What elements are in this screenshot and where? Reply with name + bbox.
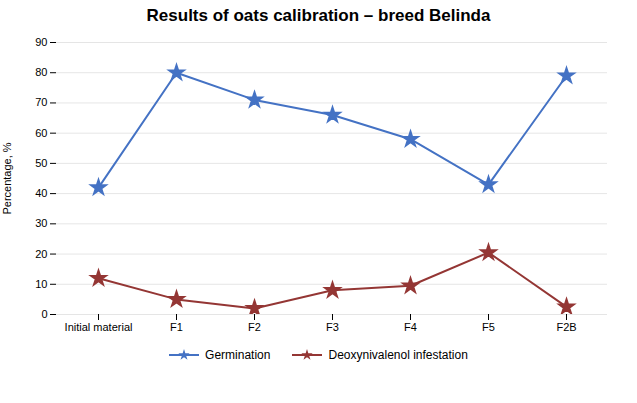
svg-text:F1: F1 <box>170 321 183 333</box>
svg-text:Initial material: Initial material <box>65 321 133 333</box>
svg-text:50: 50 <box>35 157 47 169</box>
html-text:Germination: Germination <box>205 348 271 362</box>
svg-text:40: 40 <box>35 187 47 199</box>
svg-text:20: 20 <box>35 248 47 260</box>
svg-text:0: 0 <box>41 308 47 320</box>
svg-text:F3: F3 <box>326 321 339 333</box>
html-text:Deoxynivalenol infestation: Deoxynivalenol infestation <box>328 348 468 362</box>
svg-text:F2: F2 <box>248 321 261 333</box>
svg-text:F5: F5 <box>482 321 495 333</box>
svg-text:60: 60 <box>35 127 47 139</box>
svg-text:10: 10 <box>35 278 47 290</box>
svg-text:F2B: F2B <box>556 321 576 333</box>
svg-text:F4: F4 <box>404 321 417 333</box>
svg-text:30: 30 <box>35 217 47 229</box>
svg-text:Percentage, %: Percentage, % <box>1 142 13 214</box>
svg-text:80: 80 <box>35 66 47 78</box>
html-text:Results of oats calibration –: Results of oats calibration – breed Beli… <box>146 6 491 25</box>
svg-text:90: 90 <box>35 36 47 48</box>
svg-text:70: 70 <box>35 96 47 108</box>
